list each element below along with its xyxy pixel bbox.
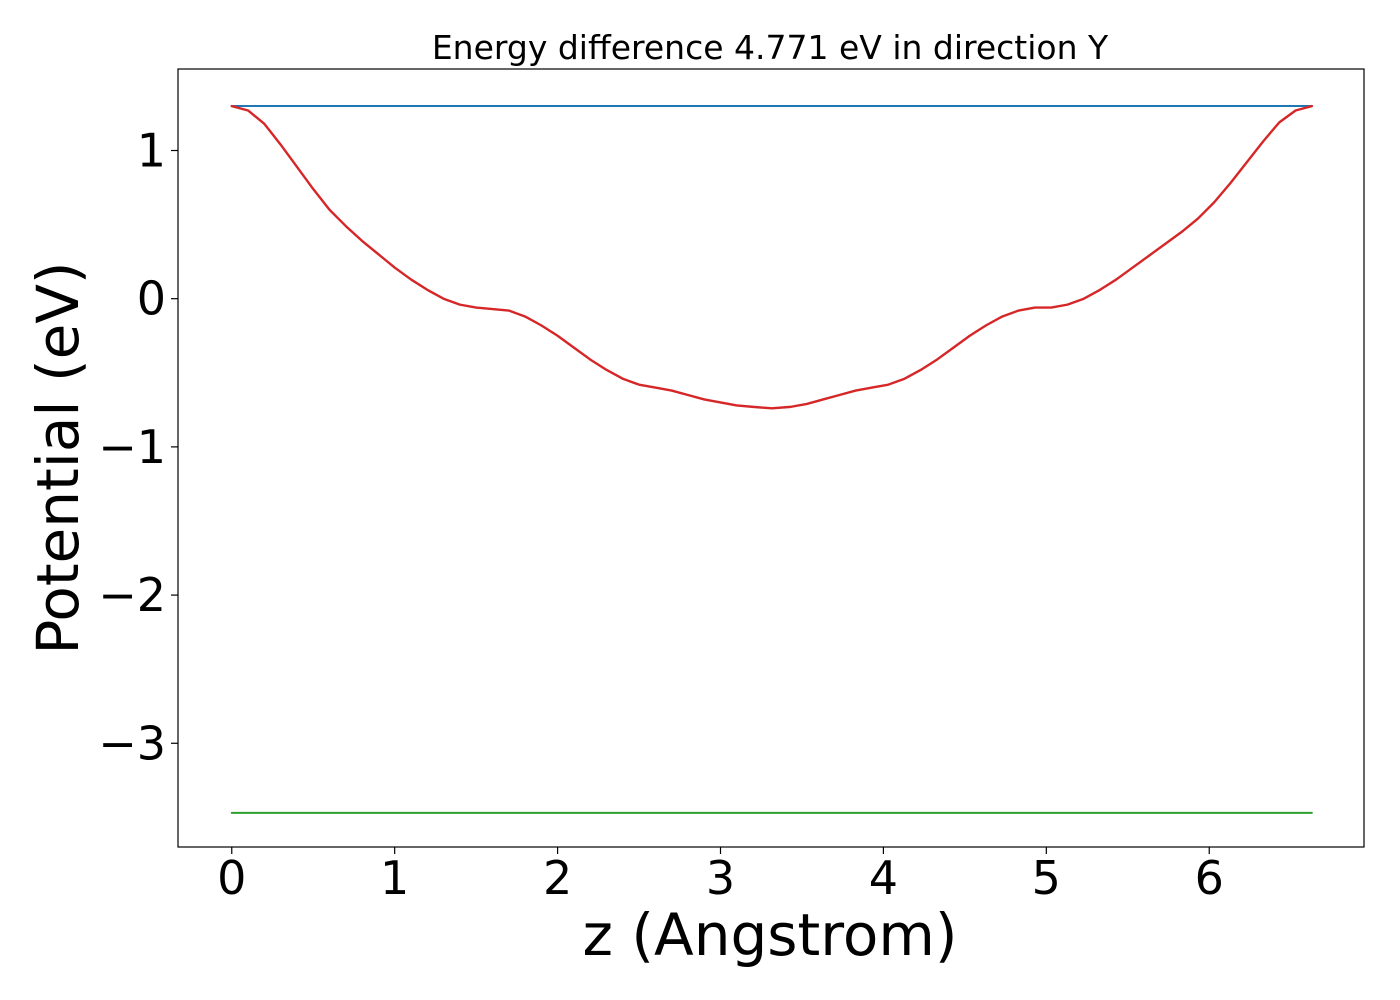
x-axis-ticks: 0 1 2 3 4 5 6 xyxy=(217,847,1224,905)
x-tick-label: 3 xyxy=(706,851,735,905)
y-tick-label: 1 xyxy=(137,124,166,178)
x-tick-label: 4 xyxy=(869,851,898,905)
x-axis-label: z (Angstrom) xyxy=(583,901,958,969)
y-tick-label: −1 xyxy=(98,420,166,474)
x-tick-label: 0 xyxy=(217,851,246,905)
y-axis-label: Potential (eV) xyxy=(24,261,92,654)
chart-title: Energy difference 4.771 eV in direction … xyxy=(432,28,1109,67)
x-tick-label: 2 xyxy=(543,851,572,905)
x-tick-label: 1 xyxy=(380,851,409,905)
plot-frame xyxy=(177,68,1365,848)
x-tick-label: 5 xyxy=(1032,851,1061,905)
x-tick-label: 6 xyxy=(1195,851,1224,905)
y-tick-label: −3 xyxy=(98,716,166,770)
series-line-potential-curve xyxy=(230,104,1314,410)
y-axis-ticks: 1 0 −1 −2 −3 xyxy=(98,124,178,770)
y-tick-label: 0 xyxy=(137,272,166,326)
y-tick-label: −2 xyxy=(98,568,166,622)
series-layer xyxy=(230,104,1314,814)
